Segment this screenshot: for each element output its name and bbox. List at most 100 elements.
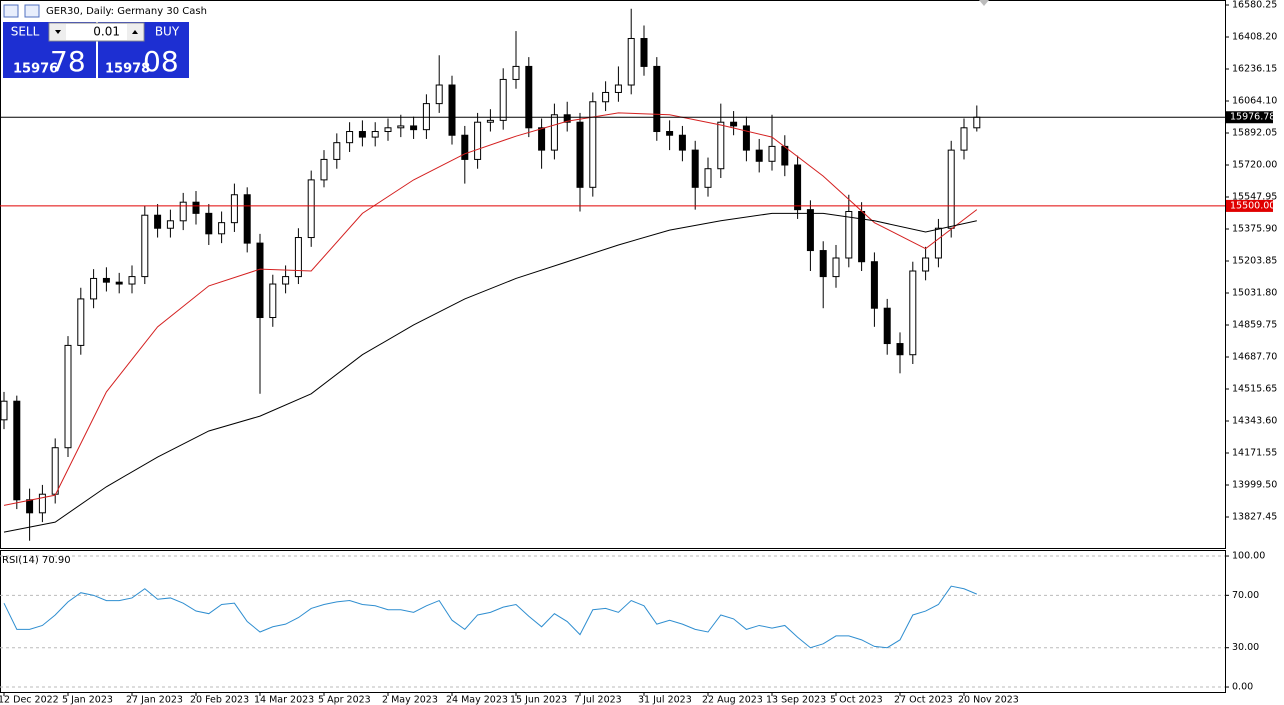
x-tick-label: 13 Sep 2023 [766, 695, 826, 705]
candle-body [397, 125, 405, 129]
x-tick-label: 27 Oct 2023 [894, 695, 953, 705]
y-tick-label: 14859.75 [1232, 320, 1277, 331]
y-tick-label: 16064.10 [1232, 95, 1277, 106]
candle-body [973, 116, 981, 129]
buy-button[interactable]: BUY [155, 25, 180, 39]
y-tick-label: 13999.50 [1232, 480, 1277, 491]
arrow-down [55, 30, 61, 34]
y-tick-label: 100.00 [1232, 551, 1265, 562]
moving-average [3, 112, 978, 506]
candle-body [218, 222, 226, 235]
y-tick-label: 15375.90 [1232, 223, 1277, 234]
y-tick-label: 30.00 [1232, 642, 1259, 653]
price-level-tag [1226, 111, 1273, 124]
candle-body [883, 307, 891, 345]
y-tick-label: 15892.05 [1232, 127, 1277, 138]
candle-body [307, 179, 315, 239]
x-tick-label: 22 Aug 2023 [702, 695, 763, 705]
candle-body [576, 121, 584, 188]
candle-body [742, 125, 750, 151]
candle-body [256, 242, 264, 319]
candle-body [678, 134, 686, 151]
x-tick-label: 20 Nov 2023 [958, 695, 1019, 705]
candle-body [589, 101, 597, 188]
candle-body [909, 270, 917, 356]
sell-price: 15976 [13, 62, 58, 77]
x-tick-label: 5 Jan 2023 [62, 695, 113, 705]
y-tick-label: 15031.80 [1232, 287, 1277, 298]
arrow-up [132, 30, 138, 34]
candle-body [640, 38, 648, 67]
shift-marker [979, 0, 989, 6]
candle-body [384, 127, 392, 133]
icon [3, 4, 19, 18]
candle-body [819, 250, 827, 278]
candle-body [205, 212, 213, 235]
y-tick-label: 14343.60 [1232, 416, 1277, 427]
candle-body [768, 145, 776, 162]
candle-body [781, 145, 789, 166]
candle-body [102, 277, 110, 283]
candle-body [90, 277, 98, 300]
candle-body [115, 281, 123, 285]
price-level-label: 15500.00 [1230, 200, 1275, 211]
candle-body [243, 194, 251, 244]
y-tick-label: 15203.85 [1232, 255, 1277, 266]
candle-body [947, 149, 955, 229]
candle-body [486, 119, 494, 123]
candle-body [51, 447, 59, 495]
price-panel [0, 0, 1226, 549]
candle-body [448, 84, 456, 136]
x-tick-label: 31 Jul 2023 [638, 695, 692, 705]
candle-body [896, 343, 904, 356]
y-tick-label: 70.00 [1232, 590, 1259, 601]
candle-body [435, 84, 443, 105]
candle-body [13, 400, 21, 501]
candle-body [627, 38, 635, 86]
candle-body [730, 121, 738, 127]
x-tick-label: 14 Mar 2023 [254, 695, 314, 705]
header: GER30, Daily: Germany 30 Cash [3, 4, 207, 18]
candle-body [717, 121, 725, 170]
y-tick-label: 14687.70 [1232, 352, 1277, 363]
candle-body [563, 114, 571, 123]
x-tick-label: 5 Oct 2023 [830, 695, 883, 705]
candle-body [870, 261, 878, 309]
candle-body [269, 283, 277, 319]
buy-price: 15978 [105, 62, 150, 77]
candle-body [550, 114, 558, 151]
rsi-panel [0, 550, 1226, 693]
candle-body [230, 194, 238, 224]
x-tick-label: 2 May 2023 [382, 695, 438, 705]
x-tick-label: 5 Apr 2023 [318, 695, 371, 705]
price-level-label: 15976.78 [1230, 112, 1275, 123]
candle-body [320, 158, 328, 181]
buy-price-big: 08 [143, 45, 179, 78]
trade-panel: SELL BUY 0.01 15976 78 15978 08 [3, 22, 189, 78]
rsi-line [3, 585, 977, 649]
candle-body [934, 227, 942, 259]
candle-body [141, 214, 149, 278]
candle-body [422, 103, 430, 131]
x-tick-label: 7 Jul 2023 [574, 695, 622, 705]
y-tick-label: 15547.95 [1232, 191, 1277, 202]
sell-button[interactable]: SELL [11, 25, 40, 39]
moving-average [3, 212, 977, 533]
candle-body [371, 131, 379, 138]
y-tick-label: 16580.25 [1232, 0, 1277, 10]
y-tick-label: 0.00 [1232, 682, 1253, 693]
candle-body [691, 149, 699, 188]
indicator-title: RSI(14) 70.90 [2, 555, 71, 566]
lot-box[interactable] [48, 22, 145, 42]
candle-body [614, 84, 622, 93]
candle-body [154, 214, 162, 229]
candle-body [179, 201, 187, 222]
sell-price-big: 78 [50, 45, 86, 78]
candle-body [166, 220, 174, 229]
candle-body [704, 168, 712, 188]
y-tick-label: 14515.65 [1232, 384, 1277, 395]
candle-body [282, 276, 290, 285]
lot-value[interactable]: 0.01 [93, 25, 120, 39]
